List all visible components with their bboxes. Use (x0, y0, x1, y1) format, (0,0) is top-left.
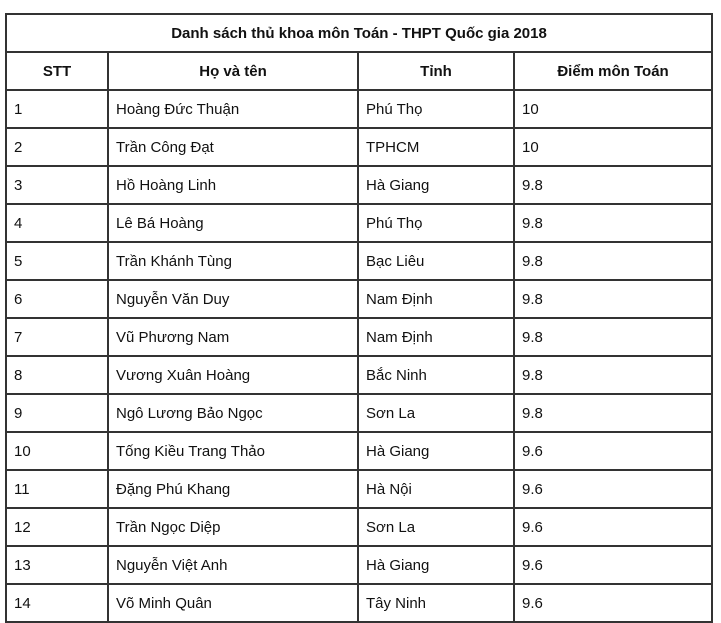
province-cell: Bạc Liêu (357, 241, 515, 281)
name-cell: Trần Ngọc Diệp (107, 507, 359, 547)
score-cell: 10 (512, 89, 714, 129)
name-cell: Nguyễn Văn Duy (107, 279, 359, 319)
province-cell: TPHCM (357, 127, 515, 167)
table-row: 6 Nguyễn Văn Duy Nam Định 9.8 (5, 279, 714, 319)
province-cell: Hà Nội (357, 469, 515, 509)
name-cell: Nguyễn Việt Anh (107, 545, 359, 585)
score-cell: 10 (512, 127, 714, 167)
stt-cell: 7 (5, 317, 109, 357)
name-cell: Trần Khánh Tùng (107, 241, 359, 281)
header-row: STT Họ và tên Tỉnh Điểm môn Toán (5, 51, 714, 91)
province-cell: Bắc Ninh (357, 355, 515, 395)
table-row: 14 Võ Minh Quân Tây Ninh 9.6 (5, 583, 714, 623)
name-cell: Đặng Phú Khang (107, 469, 359, 509)
score-cell: 9.6 (512, 431, 714, 471)
province-cell: Phú Thọ (357, 89, 515, 129)
stt-cell: 6 (5, 279, 109, 319)
table-row: 11 Đặng Phú Khang Hà Nội 9.6 (5, 469, 714, 509)
score-cell: 9.8 (512, 241, 714, 281)
province-cell: Sơn La (357, 393, 515, 433)
stt-cell: 11 (5, 469, 109, 509)
score-cell: 9.8 (512, 279, 714, 319)
score-cell: 9.6 (512, 469, 714, 509)
column-header-province: Tỉnh (357, 51, 515, 91)
column-header-stt: STT (5, 51, 109, 91)
name-cell: Trần Công Đạt (107, 127, 359, 167)
stt-cell: 1 (5, 89, 109, 129)
name-cell: Ngô Lương Bảo Ngọc (107, 393, 359, 433)
stt-cell: 3 (5, 165, 109, 205)
table-row: 10 Tống Kiều Trang Thảo Hà Giang 9.6 (5, 431, 714, 471)
score-cell: 9.6 (512, 545, 714, 585)
score-cell: 9.8 (512, 317, 714, 357)
column-header-score: Điểm môn Toán (512, 51, 714, 91)
table-row: 5 Trần Khánh Tùng Bạc Liêu 9.8 (5, 241, 714, 281)
province-cell: Hà Giang (357, 165, 515, 205)
province-cell: Hà Giang (357, 431, 515, 471)
table-row: 2 Trần Công Đạt TPHCM 10 (5, 127, 714, 167)
table-row: 7 Vũ Phương Nam Nam Định 9.8 (5, 317, 714, 357)
table-row: 4 Lê Bá Hoàng Phú Thọ 9.8 (5, 203, 714, 243)
province-cell: Phú Thọ (357, 203, 515, 243)
name-cell: Vũ Phương Nam (107, 317, 359, 357)
province-cell: Tây Ninh (357, 583, 515, 623)
name-cell: Hồ Hoàng Linh (107, 165, 359, 205)
table-row: 1 Hoàng Đức Thuận Phú Thọ 10 (5, 89, 714, 129)
name-cell: Vương Xuân Hoàng (107, 355, 359, 395)
page: Danh sách thủ khoa môn Toán - THPT Quốc … (4, 13, 714, 623)
province-cell: Sơn La (357, 507, 515, 547)
name-cell: Tống Kiều Trang Thảo (107, 431, 359, 471)
table-row: 8 Vương Xuân Hoàng Bắc Ninh 9.8 (5, 355, 714, 395)
name-cell: Lê Bá Hoàng (107, 203, 359, 243)
stt-cell: 4 (5, 203, 109, 243)
table-row: 12 Trần Ngọc Diệp Sơn La 9.6 (5, 507, 714, 547)
score-table: Danh sách thủ khoa môn Toán - THPT Quốc … (4, 13, 714, 623)
stt-cell: 2 (5, 127, 109, 167)
score-cell: 9.8 (512, 203, 714, 243)
stt-cell: 9 (5, 393, 109, 433)
table-row: 9 Ngô Lương Bảo Ngọc Sơn La 9.8 (5, 393, 714, 433)
province-cell: Nam Định (357, 317, 515, 357)
stt-cell: 10 (5, 431, 109, 471)
name-cell: Hoàng Đức Thuận (107, 89, 359, 129)
stt-cell: 8 (5, 355, 109, 395)
score-cell: 9.8 (512, 165, 714, 205)
stt-cell: 5 (5, 241, 109, 281)
stt-cell: 13 (5, 545, 109, 585)
score-cell: 9.6 (512, 583, 714, 623)
stt-cell: 12 (5, 507, 109, 547)
stt-cell: 14 (5, 583, 109, 623)
name-cell: Võ Minh Quân (107, 583, 359, 623)
table-row: 3 Hồ Hoàng Linh Hà Giang 9.8 (5, 165, 714, 205)
score-cell: 9.6 (512, 507, 714, 547)
table-row: 13 Nguyễn Việt Anh Hà Giang 9.6 (5, 545, 714, 585)
table-title: Danh sách thủ khoa môn Toán - THPT Quốc … (4, 13, 714, 53)
table-body: 1 Hoàng Đức Thuận Phú Thọ 10 2 Trần Công… (5, 89, 714, 623)
title-row: Danh sách thủ khoa môn Toán - THPT Quốc … (4, 13, 714, 53)
province-cell: Nam Định (357, 279, 515, 319)
score-cell: 9.8 (512, 393, 714, 433)
score-cell: 9.8 (512, 355, 714, 395)
province-cell: Hà Giang (357, 545, 515, 585)
column-header-name: Họ và tên (107, 51, 359, 91)
